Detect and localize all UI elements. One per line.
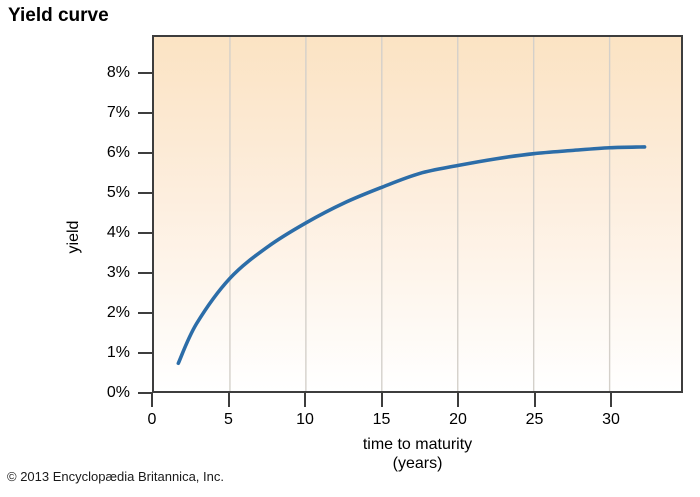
x-axis-tick: [151, 393, 153, 407]
gridlines: [229, 37, 611, 391]
y-axis-tick-label: 6%: [106, 144, 130, 161]
x-axis-tick-label: 0: [147, 411, 157, 428]
y-axis-tick: [138, 352, 152, 354]
y-axis-tick: [138, 272, 152, 274]
y-axis-tick-label: 0%: [106, 384, 130, 401]
y-axis-tick-label: 5%: [106, 184, 130, 201]
y-axis-tick: [138, 192, 152, 194]
x-axis-tick-label: 10: [296, 411, 314, 428]
y-axis-tick: [138, 152, 152, 154]
y-axis-tick-label: 8%: [106, 64, 130, 81]
x-axis-units: (years): [392, 455, 443, 472]
x-axis-tick-label: 25: [525, 411, 544, 428]
copyright-notice: © 2013 Encyclopædia Britannica, Inc.: [7, 469, 224, 484]
y-axis-tick: [138, 112, 152, 114]
x-axis-tick: [610, 393, 613, 407]
y-axis-tick: [138, 312, 152, 314]
x-axis-tick: [380, 393, 383, 407]
y-axis-tick-label: 7%: [106, 104, 130, 121]
yield-curve-line: [176, 145, 647, 366]
x-axis-tick: [533, 393, 536, 407]
figure-title: Yield curve: [8, 5, 109, 26]
y-axis-tick: [138, 72, 152, 74]
y-axis-tick: [138, 392, 152, 394]
plot-area: [152, 35, 683, 393]
x-axis-tick-label: 30: [602, 411, 620, 428]
x-axis-tick-label: 15: [372, 411, 391, 428]
y-axis-tick-label: 3%: [106, 264, 130, 281]
x-axis-tick-label: 20: [449, 411, 467, 428]
x-axis-tick: [227, 393, 230, 407]
y-axis-tick-label: 4%: [106, 224, 130, 241]
y-axis-tick: [138, 232, 152, 234]
x-axis-tick: [457, 393, 460, 407]
y-axis-tick-label: 2%: [106, 304, 130, 321]
plot-canvas: [176, 37, 647, 391]
x-axis-tick: [304, 393, 307, 407]
x-axis-title: time to maturity: [362, 436, 473, 453]
y-axis-tick-label: 1%: [106, 344, 130, 361]
x-axis-tick-label: 5: [224, 411, 233, 428]
